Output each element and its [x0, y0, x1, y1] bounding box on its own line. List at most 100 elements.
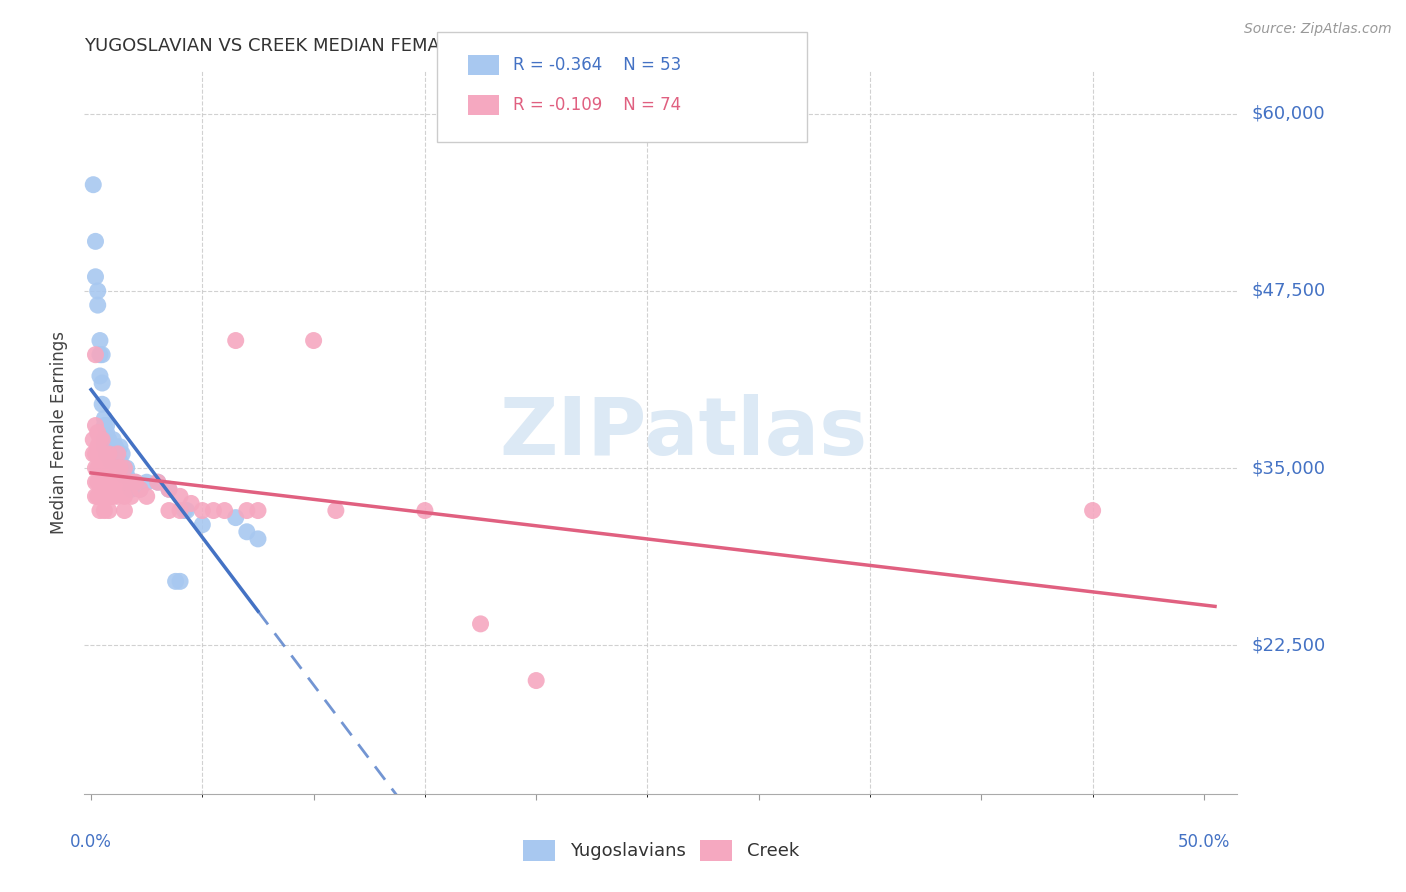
Point	[96, 489, 118, 503]
Point	[129, 483, 152, 497]
Point	[93, 489, 115, 503]
Point	[135, 475, 157, 490]
Point	[96, 425, 118, 440]
Point	[89, 475, 111, 490]
Point	[107, 447, 129, 461]
Point	[120, 475, 142, 490]
Text: R = -0.364    N = 53: R = -0.364 N = 53	[513, 56, 682, 74]
Point	[236, 524, 259, 539]
Point	[91, 447, 114, 461]
Point	[225, 334, 247, 348]
Point	[100, 489, 122, 503]
Point	[108, 461, 131, 475]
Point	[112, 489, 135, 503]
Point	[180, 496, 202, 510]
Point	[91, 433, 114, 447]
Point	[100, 454, 122, 468]
Point	[93, 440, 115, 454]
Point	[524, 673, 547, 688]
Point	[84, 489, 107, 503]
Point	[86, 440, 108, 454]
Point	[107, 475, 129, 490]
Point	[111, 447, 134, 461]
Text: YUGOSLAVIAN VS CREEK MEDIAN FEMALE EARNINGS CORRELATION CHART: YUGOSLAVIAN VS CREEK MEDIAN FEMALE EARNI…	[84, 37, 762, 54]
Point	[108, 454, 131, 468]
Point	[91, 475, 114, 490]
Point	[93, 475, 115, 490]
Point	[82, 178, 104, 192]
Point	[120, 475, 142, 490]
Point	[86, 425, 108, 440]
Point	[93, 418, 115, 433]
Point	[146, 475, 169, 490]
Point	[112, 475, 135, 490]
Point	[169, 574, 191, 589]
Point	[89, 348, 111, 362]
Point	[176, 503, 198, 517]
Legend: Yugoslavians, Creek: Yugoslavians, Creek	[516, 832, 806, 868]
Point	[97, 461, 120, 475]
Point	[236, 503, 259, 517]
Point	[129, 483, 152, 497]
Text: $22,500: $22,500	[1251, 636, 1326, 654]
Point	[86, 284, 108, 298]
Point	[84, 348, 107, 362]
Point	[89, 368, 111, 383]
Point	[97, 433, 120, 447]
Point	[82, 447, 104, 461]
Point	[91, 397, 114, 411]
Point	[96, 418, 118, 433]
Point	[120, 489, 142, 503]
Point	[146, 475, 169, 490]
Point	[157, 483, 180, 497]
Point	[91, 461, 114, 475]
Text: $47,500: $47,500	[1251, 282, 1326, 300]
Point	[107, 461, 129, 475]
Point	[96, 447, 118, 461]
Point	[107, 489, 129, 503]
Point	[135, 489, 157, 503]
Point	[103, 447, 125, 461]
Point	[86, 489, 108, 503]
Point	[325, 503, 347, 517]
Point	[115, 461, 138, 475]
Point	[93, 433, 115, 447]
Text: $60,000: $60,000	[1251, 105, 1324, 123]
Point	[157, 483, 180, 497]
Text: R = -0.109    N = 74: R = -0.109 N = 74	[513, 96, 682, 114]
Point	[86, 298, 108, 312]
Text: $35,000: $35,000	[1251, 459, 1326, 477]
Point	[103, 461, 125, 475]
Text: 50.0%: 50.0%	[1178, 833, 1230, 851]
Point	[246, 532, 269, 546]
Point	[84, 235, 107, 249]
Point	[97, 475, 120, 490]
Point	[103, 475, 125, 490]
Point	[112, 468, 135, 483]
Point	[100, 447, 122, 461]
Point	[169, 503, 191, 517]
Point	[115, 468, 138, 483]
Point	[108, 475, 131, 490]
Point	[86, 447, 108, 461]
Point	[191, 503, 214, 517]
Point	[97, 503, 120, 517]
Point	[89, 489, 111, 503]
Point	[96, 433, 118, 447]
Text: Source: ZipAtlas.com: Source: ZipAtlas.com	[1244, 22, 1392, 37]
Point	[124, 475, 146, 490]
Point	[84, 461, 107, 475]
Point	[413, 503, 436, 517]
Point	[84, 447, 107, 461]
Point	[103, 440, 125, 454]
Point	[246, 503, 269, 517]
Point	[120, 483, 142, 497]
Point	[124, 475, 146, 490]
Point	[91, 489, 114, 503]
Point	[108, 440, 131, 454]
Point	[202, 503, 225, 517]
Point	[100, 475, 122, 490]
Point	[89, 334, 111, 348]
Text: ZIPatlas: ZIPatlas	[499, 393, 868, 472]
Point	[103, 433, 125, 447]
